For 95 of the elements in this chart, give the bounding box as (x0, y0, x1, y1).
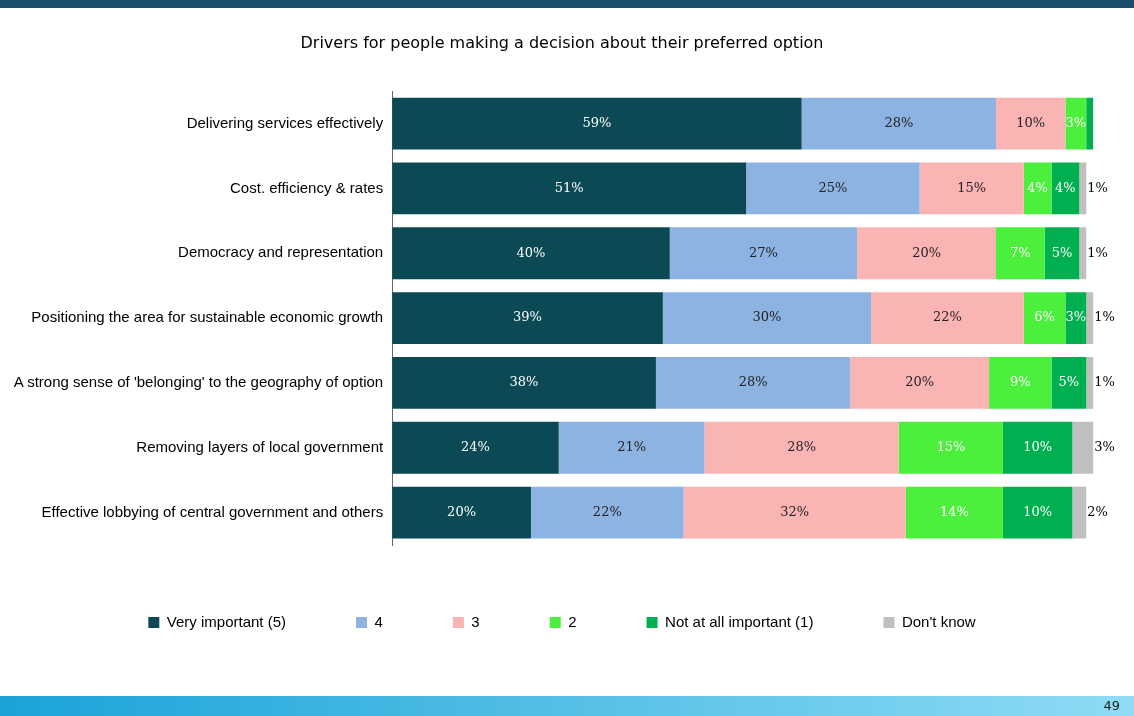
legend-label: Very important (5) (166, 612, 287, 630)
y-tick-label: Effective lobbying of central government and others (41, 502, 384, 520)
bar (919, 162, 1024, 215)
data-label: 15% (936, 439, 966, 455)
bar (1065, 292, 1087, 345)
data-label: 24% (460, 439, 490, 455)
data-label: 30% (752, 309, 782, 325)
data-label: 10% (1023, 503, 1053, 519)
bar (1002, 421, 1073, 474)
bar (1044, 227, 1080, 280)
data-label: 28% (738, 374, 768, 390)
text: 49 (1103, 698, 1120, 713)
data-label: 38% (509, 374, 539, 390)
bar (392, 486, 531, 539)
bar (1086, 357, 1094, 409)
bar (392, 357, 656, 409)
legend-label: 3 (471, 612, 480, 630)
bar (1002, 486, 1073, 539)
bar (1023, 162, 1052, 215)
bar (996, 227, 1045, 280)
bar (1086, 292, 1094, 345)
data-label: 20% (905, 374, 935, 390)
bar (704, 421, 899, 474)
data-label: 1% (1087, 179, 1108, 195)
data-label: 28% (884, 114, 914, 130)
bar (746, 162, 920, 215)
y-tick-label: Democracy and representation (178, 243, 384, 261)
bar (1086, 97, 1094, 150)
data-label: 3% (1065, 309, 1087, 325)
y-tick-label: Delivering services effectively (186, 113, 384, 131)
bar (655, 357, 851, 409)
bar (1072, 486, 1087, 539)
bar (1072, 421, 1094, 474)
data-label: 5% (1058, 374, 1080, 390)
data-label: 4% (1055, 179, 1076, 195)
data-label: 39% (513, 309, 542, 325)
data-label: 1% (1094, 309, 1115, 325)
bar (392, 97, 802, 150)
bar (1023, 292, 1066, 345)
bar (530, 486, 684, 539)
data-label: 32% (780, 503, 810, 519)
data-label: 3% (1094, 439, 1115, 455)
data-label: 10% (1016, 114, 1046, 130)
data-label: 25% (818, 179, 848, 195)
bar (392, 162, 747, 215)
data-label: 15% (957, 179, 987, 195)
data-label: 51% (554, 179, 584, 195)
data-label: 1% (1087, 244, 1108, 260)
legend-label: Not at all important (1) (665, 612, 814, 630)
data-label: 28% (787, 439, 817, 455)
legend-label: 4 (374, 612, 383, 630)
data-label: 7% (1009, 244, 1031, 260)
legend-label: 2 (568, 612, 577, 630)
bar (392, 292, 663, 345)
bar (871, 292, 1024, 345)
data-label: 6% (1034, 309, 1055, 325)
bar (1079, 227, 1087, 280)
y-tick-label: Removing layers of local government (136, 437, 384, 455)
data-label: 5% (1051, 244, 1073, 260)
data-label: 59% (582, 114, 612, 130)
data-label: 1% (1094, 374, 1115, 390)
y-tick-label: Positioning the area for sustainable economic growth (31, 308, 384, 326)
data-label: 9% (1009, 374, 1031, 390)
data-label: 2% (1087, 503, 1108, 519)
bar (1065, 97, 1087, 150)
bar (558, 421, 705, 474)
bar (850, 357, 990, 409)
data-label: 27% (749, 244, 778, 260)
bar (905, 486, 1003, 539)
bar (683, 486, 906, 539)
bar (996, 97, 1066, 150)
y-tick-label: Cost. efficiency & rates (230, 178, 384, 196)
data-label: 20% (447, 503, 477, 519)
data-label: 10% (1023, 439, 1053, 455)
data-label: 22% (932, 309, 962, 325)
bar (392, 227, 670, 280)
bar (989, 357, 1052, 409)
bar (392, 421, 559, 474)
bar (898, 421, 1003, 474)
data-label: 22% (592, 503, 622, 519)
y-tick-label: A strong sense of 'belonging' to the geography of option (13, 373, 384, 391)
bar (857, 227, 997, 280)
data-label: 14% (939, 503, 969, 519)
chart-title: Drivers for people making a decision about their preferred option (300, 32, 824, 52)
bar (1079, 162, 1087, 215)
data-label: 40% (516, 244, 546, 260)
bar (1051, 357, 1087, 409)
data-label: 4% (1027, 179, 1048, 195)
bar (801, 97, 997, 150)
data-label: 21% (617, 439, 647, 455)
legend-label: Don't know (901, 612, 976, 630)
data-label: 20% (912, 244, 942, 260)
bar (662, 292, 872, 345)
data-label: 3% (1065, 114, 1087, 130)
bar (669, 227, 858, 280)
